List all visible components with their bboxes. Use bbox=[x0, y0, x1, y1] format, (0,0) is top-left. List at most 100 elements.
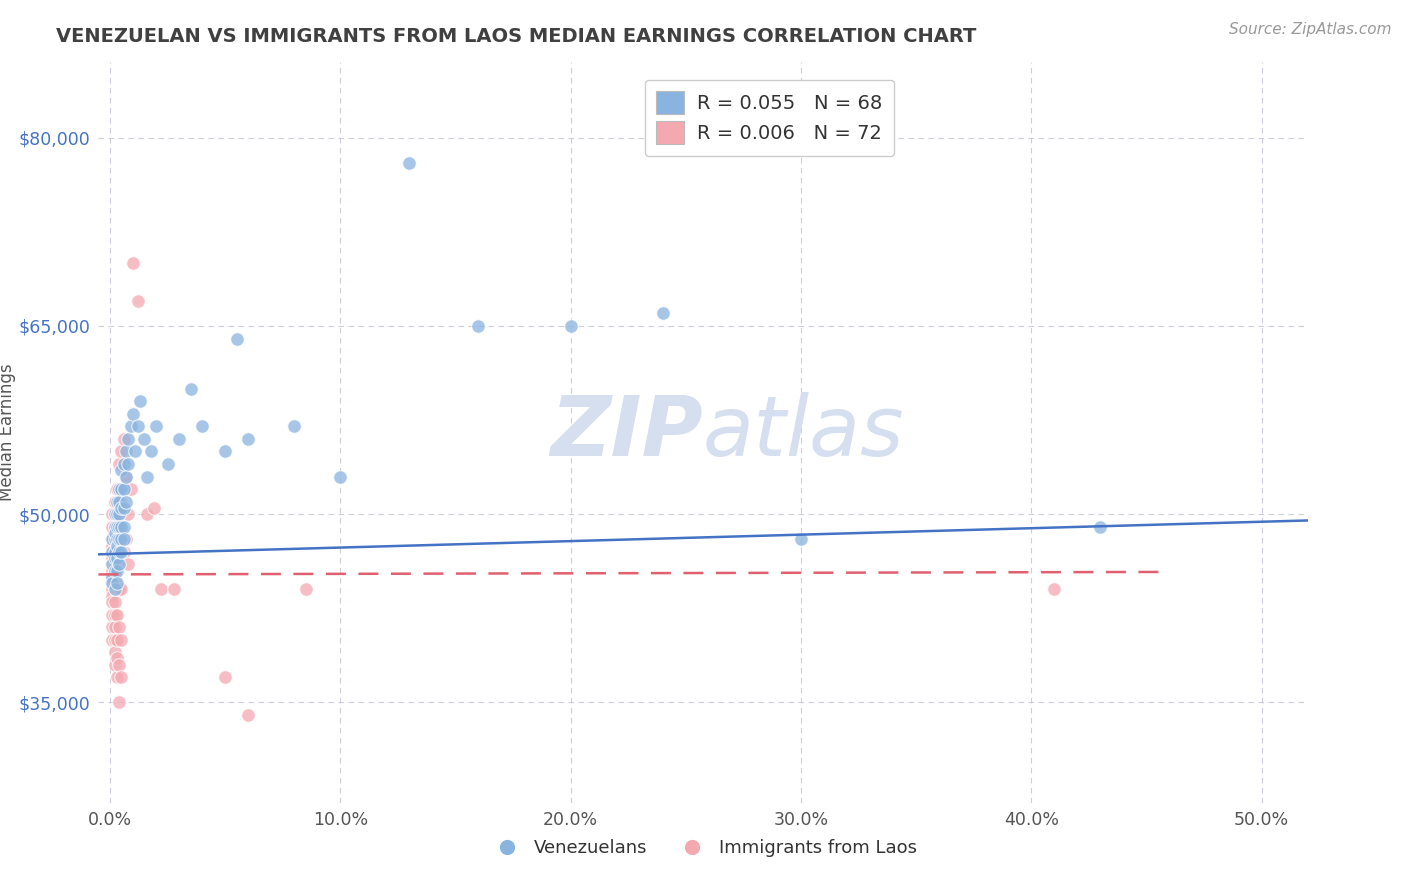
Point bbox=[105, 582, 128, 597]
Point bbox=[145, 419, 167, 434]
Point bbox=[122, 256, 145, 270]
Point bbox=[103, 657, 125, 672]
Point bbox=[105, 551, 128, 566]
Point bbox=[110, 494, 132, 508]
Point bbox=[294, 582, 316, 597]
Point bbox=[142, 500, 165, 515]
Point bbox=[105, 507, 128, 521]
Point bbox=[101, 551, 124, 566]
Point bbox=[101, 558, 124, 572]
Point bbox=[115, 533, 138, 547]
Point bbox=[110, 520, 132, 534]
Point bbox=[101, 533, 124, 547]
Point bbox=[128, 394, 150, 409]
Point bbox=[110, 533, 132, 547]
Point bbox=[105, 558, 128, 572]
Point bbox=[105, 670, 128, 684]
Point bbox=[105, 520, 128, 534]
Point bbox=[141, 444, 163, 458]
Point bbox=[117, 507, 139, 521]
Point bbox=[112, 520, 135, 534]
Point bbox=[790, 533, 813, 547]
Point bbox=[103, 576, 125, 591]
Point bbox=[108, 494, 131, 508]
Point bbox=[110, 500, 132, 515]
Point bbox=[101, 545, 124, 559]
Point bbox=[103, 595, 125, 609]
Point bbox=[156, 457, 179, 471]
Point bbox=[103, 533, 125, 547]
Point bbox=[225, 331, 247, 345]
Point bbox=[112, 482, 135, 496]
Point bbox=[110, 444, 132, 458]
Point bbox=[112, 432, 135, 446]
Point bbox=[103, 645, 125, 659]
Point bbox=[110, 670, 132, 684]
Point bbox=[105, 533, 128, 547]
Legend: Venezuelans, Immigrants from Laos: Venezuelans, Immigrants from Laos bbox=[481, 831, 925, 864]
Point bbox=[110, 632, 132, 647]
Point bbox=[105, 576, 128, 591]
Point bbox=[467, 318, 489, 333]
Point bbox=[101, 576, 124, 591]
Point bbox=[112, 545, 135, 559]
Point bbox=[117, 457, 139, 471]
Point bbox=[115, 469, 138, 483]
Point bbox=[105, 482, 128, 496]
Point bbox=[103, 520, 125, 534]
Point bbox=[101, 582, 124, 597]
Point bbox=[110, 463, 132, 477]
Point bbox=[108, 582, 131, 597]
Point bbox=[108, 657, 131, 672]
Point bbox=[108, 545, 131, 559]
Y-axis label: Median Earnings: Median Earnings bbox=[0, 364, 15, 501]
Point bbox=[560, 318, 582, 333]
Point bbox=[120, 419, 142, 434]
Point bbox=[108, 507, 131, 521]
Point bbox=[108, 507, 131, 521]
Point bbox=[108, 457, 131, 471]
Point bbox=[103, 545, 125, 559]
Point bbox=[101, 520, 124, 534]
Point bbox=[124, 444, 146, 458]
Point bbox=[122, 407, 145, 421]
Point bbox=[127, 293, 149, 308]
Point bbox=[112, 482, 135, 496]
Point bbox=[101, 564, 124, 578]
Point bbox=[110, 482, 132, 496]
Point bbox=[115, 444, 138, 458]
Point bbox=[103, 520, 125, 534]
Point bbox=[103, 558, 125, 572]
Point bbox=[112, 500, 135, 515]
Point bbox=[105, 539, 128, 553]
Point bbox=[398, 156, 420, 170]
Point bbox=[191, 419, 214, 434]
Point bbox=[651, 306, 673, 320]
Point bbox=[108, 695, 131, 709]
Point bbox=[103, 620, 125, 634]
Point bbox=[108, 620, 131, 634]
Point bbox=[101, 595, 124, 609]
Point bbox=[103, 570, 125, 584]
Point bbox=[1090, 520, 1112, 534]
Point bbox=[214, 670, 236, 684]
Point bbox=[214, 444, 236, 458]
Point bbox=[149, 582, 172, 597]
Point bbox=[103, 582, 125, 597]
Point bbox=[108, 520, 131, 534]
Point bbox=[120, 482, 142, 496]
Point bbox=[105, 533, 128, 547]
Point bbox=[108, 545, 131, 559]
Point bbox=[101, 570, 124, 584]
Point bbox=[1043, 582, 1066, 597]
Point bbox=[283, 419, 305, 434]
Point bbox=[103, 494, 125, 508]
Point bbox=[101, 507, 124, 521]
Point bbox=[101, 632, 124, 647]
Point bbox=[108, 558, 131, 572]
Point bbox=[105, 564, 128, 578]
Text: VENEZUELAN VS IMMIGRANTS FROM LAOS MEDIAN EARNINGS CORRELATION CHART: VENEZUELAN VS IMMIGRANTS FROM LAOS MEDIA… bbox=[56, 27, 977, 45]
Point bbox=[101, 558, 124, 572]
Point bbox=[112, 457, 135, 471]
Point bbox=[101, 620, 124, 634]
